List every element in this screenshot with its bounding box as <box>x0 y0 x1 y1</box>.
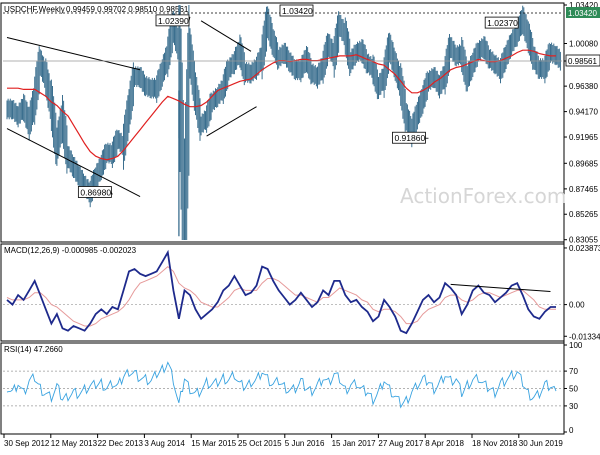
price-callout-box <box>279 4 314 17</box>
macd-header-label: MACD(12,26,9) -0.000985 -0.002023 <box>4 246 137 255</box>
price-header-ohlc: 0.99459 0.99702 0.98510 0.98561 <box>66 5 189 14</box>
price-tick-label: 0.85265 <box>569 210 598 219</box>
macd-signal-line <box>6 265 556 327</box>
price-header-symbol: USDCHF,Weekly <box>4 5 65 14</box>
top-level-marker <box>566 7 600 18</box>
price-callout-box <box>77 186 112 198</box>
trendline <box>6 128 141 197</box>
trendline <box>6 37 141 71</box>
rsi-tick-label: 0 <box>569 426 574 435</box>
price-tick-label: 0.96380 <box>569 82 598 91</box>
macd-main-line <box>6 249 556 335</box>
x-tick-label: 8 Apr 2018 <box>425 439 464 448</box>
rsi-tick-label: 30 <box>569 402 578 411</box>
watermark-text: ActionForex.com <box>400 184 566 208</box>
macd-tick-label: 0.00 <box>569 301 585 310</box>
rsi-tick-label: 100 <box>569 341 583 350</box>
price-tick-label: 0.94170 <box>569 108 598 117</box>
macd-trendline <box>450 283 551 293</box>
x-tick-label: 30 Jun 2019 <box>519 439 564 448</box>
price-tick-label: 1.03420 <box>569 1 598 10</box>
macd-tick-label: 0.023873 <box>569 244 600 253</box>
trendline <box>200 20 252 52</box>
price-tick-label: 1.00080 <box>569 39 598 48</box>
x-axis: 30 Sep 2012 12 May 2013 22 Dec 2013 3 Aug 2… <box>3 434 564 448</box>
x-tick-label: 18 Nov 2018 <box>472 439 518 448</box>
macd-lines <box>6 249 556 335</box>
price-moving-average <box>7 49 556 161</box>
rsi-axis-ticks: 100 70 50 30 0 <box>564 341 583 435</box>
x-tick-label: 22 Dec 2013 <box>98 439 144 448</box>
macd-axis-ticks: 0.023873 0.00 -0.013346 <box>564 244 600 341</box>
price-callout-label: 0.91860 <box>394 133 425 143</box>
price-callout-label: 1.03420 <box>282 6 313 16</box>
price-callouts: 1.02390 1.03420 1.02370 0.86980 0.91860 <box>77 4 519 198</box>
price-callout-label: 1.02390 <box>158 16 189 26</box>
price-tick-label: 0.87465 <box>569 185 598 194</box>
rsi-header-label: RSI(14) 47.2660 <box>4 345 63 354</box>
x-tick-label: 25 Oct 2015 <box>238 439 282 448</box>
x-tick-label: 30 Sep 2012 <box>4 439 50 448</box>
x-tick-label: 27 Aug 2017 <box>378 439 423 448</box>
price-callout-box <box>484 16 519 29</box>
x-tick-label: 12 May 2013 <box>51 439 98 448</box>
x-tick-label: 15 Mar 2015 <box>191 439 236 448</box>
price-tick-label: 0.91965 <box>569 133 598 142</box>
current-price-value: 0.98561 <box>568 57 597 66</box>
price-callout-box <box>155 14 190 27</box>
price-callout-label: 0.86980 <box>80 187 111 197</box>
rsi-line <box>6 361 557 409</box>
price-tick-label: 0.89685 <box>569 159 598 168</box>
rsi-line-path <box>6 361 557 409</box>
x-tick-label: 15 Jan 2017 <box>332 439 377 448</box>
current-price-marker <box>565 54 600 67</box>
x-tick-label: 5 Jun 2016 <box>285 439 325 448</box>
x-tick-label: 3 Aug 2014 <box>144 439 185 448</box>
top-level-value: 1.03420 <box>568 9 597 18</box>
price-level-markers: 1.03420 0.98561 <box>565 7 600 67</box>
price-trendlines <box>3 12 562 197</box>
rsi-tick-label: 50 <box>569 385 578 394</box>
price-bars <box>6 5 561 240</box>
price-callout-label: 1.02370 <box>487 18 518 28</box>
macd-tick-label: -0.013346 <box>569 332 600 341</box>
rsi-tick-label: 70 <box>569 367 578 376</box>
moving-average-line <box>7 49 556 161</box>
price-tick-label: 0.83055 <box>569 236 598 245</box>
price-callout-box <box>392 131 426 144</box>
trendline <box>206 106 257 137</box>
